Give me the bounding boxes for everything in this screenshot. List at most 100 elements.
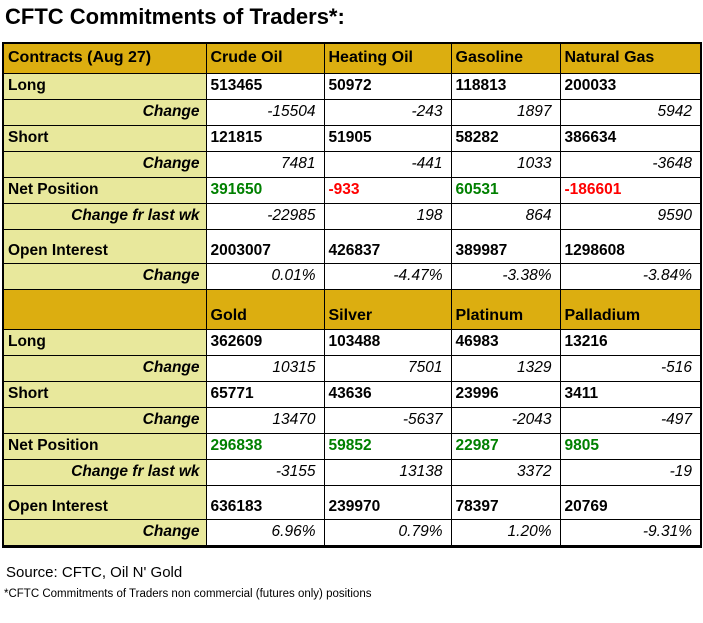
- section-header-label: Contracts (Aug 27): [2, 42, 207, 74]
- footnote-text: *CFTC Commitments of Traders non commerc…: [4, 587, 372, 600]
- value-cell: 636183: [205, 484, 325, 520]
- table-row-short: Short 121815 51905 58282 386634: [2, 124, 702, 152]
- change-cell: -3.84%: [559, 262, 702, 290]
- change-cell: 6.96%: [205, 518, 325, 547]
- row-label-cell: Change: [2, 518, 207, 547]
- change-cell: 5942: [559, 98, 702, 126]
- table-row-open-interest: Open Interest 636183 239970 78397 20769: [2, 484, 702, 520]
- table-row-net-change: Change fr last wk -3155 13138 3372 -19: [2, 458, 702, 486]
- net-value-cell: -933: [323, 176, 452, 204]
- section2-header-row: Gold Silver Platinum Palladium: [2, 288, 702, 330]
- row-label-cell: Change: [2, 98, 207, 126]
- value-cell: 13216: [559, 328, 702, 356]
- change-cell: 7481: [205, 150, 325, 178]
- value-cell: 118813: [450, 72, 561, 100]
- net-value-cell: 22987: [450, 432, 561, 460]
- row-label-cell: Change fr last wk: [2, 202, 207, 230]
- column-header-cell: Natural Gas: [559, 42, 702, 74]
- change-cell: -497: [559, 406, 702, 434]
- table-row-net-change: Change fr last wk -22985 198 864 9590: [2, 202, 702, 230]
- change-cell: 0.01%: [205, 262, 325, 290]
- value-cell: 386634: [559, 124, 702, 152]
- row-label-cell: Change: [2, 354, 207, 382]
- change-cell: -3.38%: [450, 262, 561, 290]
- value-cell: 46983: [450, 328, 561, 356]
- column-header-cell: Heating Oil: [323, 42, 452, 74]
- row-label-cell: Change: [2, 150, 207, 178]
- net-value-cell: 9805: [559, 432, 702, 460]
- value-cell: 78397: [450, 484, 561, 520]
- value-cell: 426837: [323, 228, 452, 264]
- change-cell: 7501: [323, 354, 452, 382]
- change-cell: 13138: [323, 458, 452, 486]
- cot-table: Contracts (Aug 27) Crude Oil Heating Oil…: [2, 41, 702, 548]
- table-row-short: Short 65771 43636 23996 3411: [2, 380, 702, 408]
- change-cell: -22985: [205, 202, 325, 230]
- change-cell: 13470: [205, 406, 325, 434]
- column-header-cell: Platinum: [450, 288, 561, 330]
- change-cell: -3155: [205, 458, 325, 486]
- value-cell: 103488: [323, 328, 452, 356]
- table-row-long: Long 362609 103488 46983 13216: [2, 328, 702, 356]
- table-row-long: Long 513465 50972 118813 200033: [2, 72, 702, 100]
- change-cell: -516: [559, 354, 702, 382]
- value-cell: 2003007: [205, 228, 325, 264]
- change-cell: -4.47%: [323, 262, 452, 290]
- value-cell: 1298608: [559, 228, 702, 264]
- table-row-short-change: Change 7481 -441 1033 -3648: [2, 150, 702, 178]
- source-text: Source: CFTC, Oil N' Gold: [6, 563, 183, 581]
- value-cell: 20769: [559, 484, 702, 520]
- change-cell: 0.79%: [323, 518, 452, 547]
- value-cell: 3411: [559, 380, 702, 408]
- value-cell: 43636: [323, 380, 452, 408]
- value-cell: 50972: [323, 72, 452, 100]
- row-label-cell: Change: [2, 262, 207, 290]
- column-header-cell: Silver: [323, 288, 452, 330]
- net-value-cell: 60531: [450, 176, 561, 204]
- net-value-cell: 59852: [323, 432, 452, 460]
- row-label-cell: Open Interest: [2, 484, 207, 520]
- change-cell: -3648: [559, 150, 702, 178]
- value-cell: 23996: [450, 380, 561, 408]
- value-cell: 58282: [450, 124, 561, 152]
- section-header-label: [2, 288, 207, 330]
- change-cell: 1329: [450, 354, 561, 382]
- column-header-cell: Gold: [205, 288, 325, 330]
- row-label-cell: Change: [2, 406, 207, 434]
- value-cell: 200033: [559, 72, 702, 100]
- change-cell: 1897: [450, 98, 561, 126]
- change-cell: 1.20%: [450, 518, 561, 547]
- net-value-cell: 296838: [205, 432, 325, 460]
- table-row-net-position: Net Position 391650 -933 60531 -186601: [2, 176, 702, 204]
- change-cell: 198: [323, 202, 452, 230]
- value-cell: 239970: [323, 484, 452, 520]
- change-cell: 9590: [559, 202, 702, 230]
- row-label-cell: Change fr last wk: [2, 458, 207, 486]
- column-header-cell: Gasoline: [450, 42, 561, 74]
- value-cell: 389987: [450, 228, 561, 264]
- table-row-long-change: Change -15504 -243 1897 5942: [2, 98, 702, 126]
- change-cell: -19: [559, 458, 702, 486]
- row-label-cell: Open Interest: [2, 228, 207, 264]
- change-cell: 1033: [450, 150, 561, 178]
- table-row-net-position: Net Position 296838 59852 22987 9805: [2, 432, 702, 460]
- table-row-oi-change: Change 0.01% -4.47% -3.38% -3.84%: [2, 262, 702, 290]
- change-cell: -5637: [323, 406, 452, 434]
- change-cell: -441: [323, 150, 452, 178]
- value-cell: 513465: [205, 72, 325, 100]
- table-row-oi-change: Change 6.96% 0.79% 1.20% -9.31%: [2, 518, 702, 547]
- row-label-cell: Net Position: [2, 176, 207, 204]
- row-label-cell: Short: [2, 124, 207, 152]
- change-cell: -2043: [450, 406, 561, 434]
- change-cell: -15504: [205, 98, 325, 126]
- change-cell: -243: [323, 98, 452, 126]
- column-header-cell: Palladium: [559, 288, 702, 330]
- change-cell: 10315: [205, 354, 325, 382]
- change-cell: 864: [450, 202, 561, 230]
- net-value-cell: 391650: [205, 176, 325, 204]
- row-label-cell: Short: [2, 380, 207, 408]
- table-row-open-interest: Open Interest 2003007 426837 389987 1298…: [2, 228, 702, 264]
- value-cell: 121815: [205, 124, 325, 152]
- row-label-cell: Net Position: [2, 432, 207, 460]
